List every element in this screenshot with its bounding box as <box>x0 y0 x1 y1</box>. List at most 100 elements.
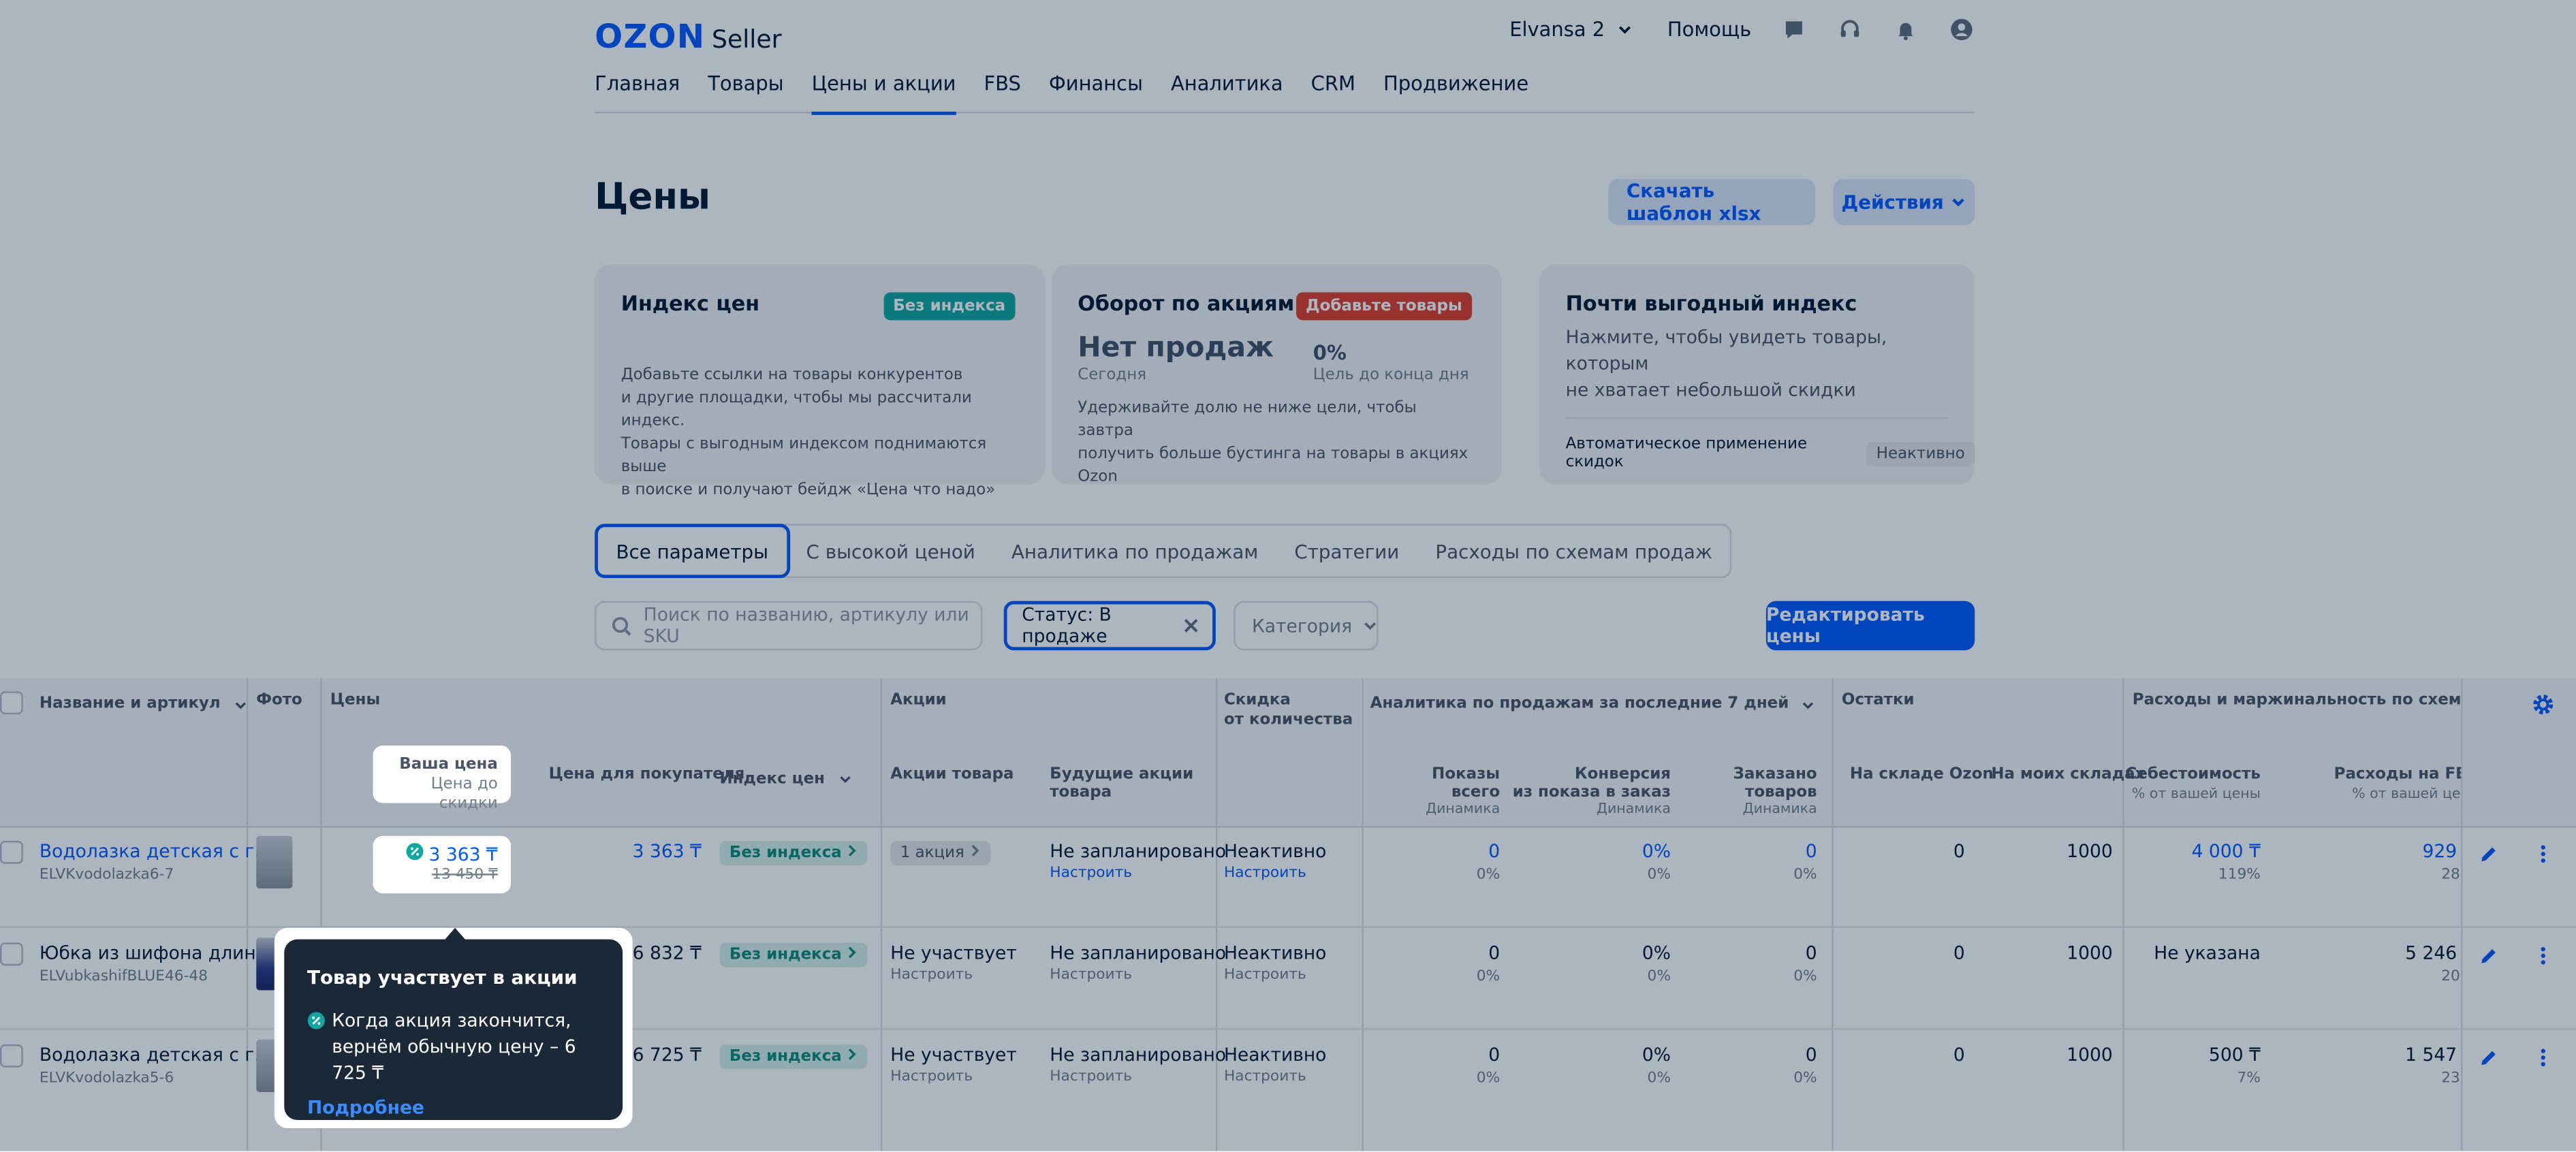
product-name-link[interactable]: Юбка из шифона длин... <box>39 942 274 964</box>
tab-all-params[interactable]: Все параметры <box>595 524 790 579</box>
your-price-header-label: Ваша цена <box>399 755 498 774</box>
more-vertical-icon[interactable] <box>2532 1046 2555 1069</box>
column-divider <box>1215 678 1218 1151</box>
support-headset-icon[interactable] <box>1837 16 1864 43</box>
ozon-seller-logo[interactable]: OZON Seller <box>595 16 781 56</box>
price-index-badge-label: Без индекса <box>729 946 842 964</box>
chat-icon[interactable] <box>1781 16 1808 43</box>
fbo-value[interactable]: 929 ₸ <box>2422 840 2461 863</box>
buyer-price-value[interactable]: 3 363 ₸ <box>632 840 702 863</box>
help-link[interactable]: Помощь <box>1667 18 1752 42</box>
your-price-header-highlight: Ваша цена Цена до скидки <box>373 756 498 815</box>
analytics-group-header[interactable]: Аналитика по продажам за последние 7 дне… <box>1370 691 1822 718</box>
user-icon[interactable] <box>1949 16 1975 43</box>
price-index-badge[interactable]: Без индекса <box>719 840 868 866</box>
future-promos-header-line: Будущие акции <box>1050 765 1194 784</box>
qty-discount-setup-link[interactable]: Настроить <box>1223 865 1306 882</box>
photo-header: Фото <box>256 691 302 709</box>
more-vertical-icon[interactable] <box>2532 944 2555 967</box>
ordered-header: Заказано товаров Динамика <box>1692 765 1817 820</box>
edit-pencil-icon[interactable] <box>2477 1046 2500 1069</box>
tooltip-more-link[interactable]: Подробнее <box>307 1097 424 1119</box>
cost-value[interactable]: 500 ₸ <box>2208 1044 2261 1066</box>
nav-crm[interactable]: CRM <box>1310 72 1355 95</box>
ozon-stock-value: 0 <box>1953 1044 1965 1066</box>
more-vertical-icon[interactable] <box>2532 842 2555 865</box>
promo-badge-icon <box>406 842 424 865</box>
item-promos-setup-link[interactable]: Настроить <box>890 967 973 984</box>
bell-icon[interactable] <box>1893 16 1919 43</box>
auto-discount-row[interactable]: Автоматическое применение скидок Неактив… <box>1566 435 1975 471</box>
buyer-price-value: 6 725 ₸ <box>632 1044 702 1066</box>
cost-value[interactable]: Не указана <box>2154 942 2261 964</box>
tab-strategies[interactable]: Стратегии <box>1294 539 1400 563</box>
product-photo[interactable] <box>256 835 293 889</box>
ozon-stock-header: На складе Ozon <box>1849 765 1994 784</box>
chevron-down-icon <box>1612 16 1638 43</box>
price-index-text-line: в поиске и получают бейдж «Цена что надо… <box>621 481 996 500</box>
price-index-badge[interactable]: Без индекса <box>719 1044 868 1070</box>
tab-sales-analytics[interactable]: Аналитика по продажам <box>1011 539 1259 563</box>
nav-analytics[interactable]: Аналитика <box>1170 72 1283 95</box>
buyer-price-header: Цена для покупателя <box>548 765 745 784</box>
qty-discount-setup-link[interactable]: Настроить <box>1223 1069 1306 1086</box>
edit-pencil-icon[interactable] <box>2477 944 2500 967</box>
row-checkbox[interactable] <box>0 942 23 966</box>
price-index-badge[interactable]: Без индекса <box>719 942 868 967</box>
row-checkbox[interactable] <box>0 1044 23 1068</box>
views-value[interactable]: 0 <box>1488 840 1501 863</box>
price-index-text-line: и другие площадки, чтобы мы рассчитали и… <box>621 389 972 430</box>
price-index-header[interactable]: Индекс цен <box>719 765 858 792</box>
fbo-value: 5 246 ₸ <box>2405 942 2461 964</box>
conversion-value[interactable]: 0% <box>1642 840 1671 863</box>
download-template-button[interactable]: Скачать шаблон xlsx <box>1608 178 1816 225</box>
search-input[interactable]: Поиск по названию, артикулу или SKU <box>595 601 983 651</box>
nav-promotion[interactable]: Продвижение <box>1383 72 1529 95</box>
edit-prices-button[interactable]: Редактировать цены <box>1765 601 1975 651</box>
column-divider <box>1832 678 1834 1151</box>
item-promos-setup-link[interactable]: Настроить <box>890 1069 973 1086</box>
fbo-cell-clip: 1 547 ₸ 23% <box>2284 1044 2461 1093</box>
qty-discount-setup-link[interactable]: Настроить <box>1223 967 1306 984</box>
future-promos-setup-link[interactable]: Настроить <box>1050 1069 1133 1086</box>
logo-seller-text: Seller <box>711 25 782 54</box>
product-name-link[interactable]: Водолазка детская с г... <box>39 840 272 863</box>
future-promos-header-line: товара <box>1050 783 1112 802</box>
nav-finance[interactable]: Финансы <box>1048 72 1143 95</box>
tab-sales-scheme-costs[interactable]: Расходы по схемам продаж <box>1435 539 1712 563</box>
close-icon[interactable] <box>1180 613 1203 639</box>
column-divider <box>2122 678 2124 1151</box>
nav-main[interactable]: Главная <box>595 72 680 95</box>
nav-products[interactable]: Товары <box>708 72 784 95</box>
nav-prices-promos[interactable]: Цены и акции <box>811 72 956 115</box>
conversion-header: Конверсия из показа в заказ Динамика <box>1507 765 1671 820</box>
gear-icon[interactable] <box>2532 693 2555 716</box>
cost-value[interactable]: 4 000 ₸ <box>2191 840 2261 863</box>
price-index-card[interactable]: Индекс цен Без индекса Добавьте ссылки н… <box>595 264 1046 499</box>
select-all-checkbox[interactable] <box>0 691 23 715</box>
name-sku-header[interactable]: Название и артикул <box>40 691 253 718</box>
promo-turnover-card[interactable]: Оборот по акциям Добавьте товары Нет про… <box>1051 264 1502 486</box>
spotlight-your-price-cell: 3 363 ₸ 13 450 ₸ <box>373 835 512 894</box>
almost-profitable-index-card[interactable]: Почти выгодный индекс Нажмите, чтобы уви… <box>1539 264 1975 485</box>
nav-fbs[interactable]: FBS <box>984 72 1021 95</box>
future-promos-setup-link[interactable]: Настроить <box>1050 967 1133 984</box>
views-dynamics: 0% <box>1476 867 1501 884</box>
promos-count-badge[interactable]: 1 акция <box>890 840 991 866</box>
tab-high-price[interactable]: С высокой ценой <box>806 539 975 563</box>
edit-pencil-icon[interactable] <box>2477 842 2500 865</box>
account-name: Elvansa 2 <box>1509 18 1605 42</box>
row-checkbox[interactable] <box>0 840 23 864</box>
category-filter[interactable]: Категория <box>1234 601 1379 651</box>
product-name-link[interactable]: Водолазка детская с г... <box>39 1044 272 1066</box>
actions-button[interactable]: Действия <box>1833 178 1975 225</box>
future-promos-setup-link[interactable]: Настроить <box>1050 865 1133 882</box>
sales-label: Сегодня <box>1078 366 1147 385</box>
chevron-down-icon <box>1950 189 1966 215</box>
status-filter-chip[interactable]: Статус: В продаже <box>1003 601 1216 651</box>
search-placeholder: Поиск по названию, артикулу или SKU <box>643 604 969 647</box>
your-price-cell[interactable]: 3 363 ₸ <box>406 842 498 865</box>
column-divider <box>1362 678 1364 1151</box>
ordered-value[interactable]: 0 <box>1805 840 1817 863</box>
account-switcher[interactable]: Elvansa 2 <box>1509 16 1637 43</box>
